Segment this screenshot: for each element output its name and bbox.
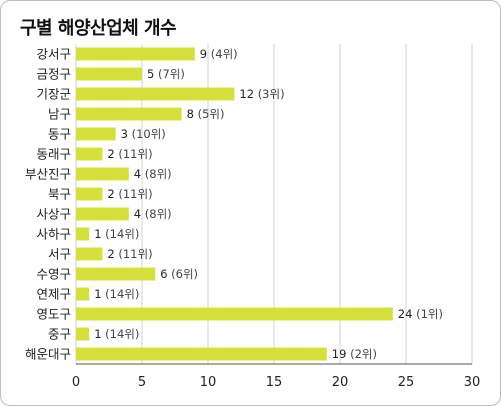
bar [76, 107, 182, 121]
category-label: 북구 [48, 187, 71, 202]
bar [76, 267, 156, 281]
bar [76, 147, 103, 161]
data-label: 5 (7위) [147, 67, 185, 81]
category-label: 중구 [48, 327, 71, 342]
data-label: 2 (11위) [107, 247, 152, 261]
data-label: 6 (6위) [160, 267, 198, 281]
bar [76, 127, 116, 141]
bar [76, 187, 103, 201]
category-label: 기장군 [36, 87, 71, 102]
x-tick-label: 10 [200, 375, 217, 390]
data-label: 9 (4위) [200, 47, 238, 61]
data-label: 1 (14위) [94, 287, 139, 301]
category-label: 남구 [48, 107, 71, 122]
category-label: 수영구 [36, 267, 71, 282]
chart-title: 구별 해양산업체 개수 [20, 18, 177, 39]
bar [76, 347, 327, 361]
data-label: 4 (8위) [134, 167, 172, 181]
bar [76, 307, 393, 321]
category-label: 동구 [48, 127, 71, 142]
x-tick-label: 20 [332, 375, 349, 390]
data-label: 1 (14위) [94, 227, 139, 241]
bar [76, 167, 129, 181]
category-label: 연제구 [36, 287, 71, 302]
category-label: 부산진구 [25, 167, 71, 182]
data-label: 4 (8위) [134, 207, 172, 221]
category-label: 금정구 [36, 67, 71, 82]
bar [76, 67, 142, 81]
data-label: 1 (14위) [94, 327, 139, 341]
x-tick-label: 5 [138, 375, 146, 390]
data-label: 2 (11위) [107, 147, 152, 161]
x-tick-label: 15 [266, 375, 283, 390]
bar [76, 287, 90, 301]
bar [76, 327, 90, 341]
category-label: 사하구 [36, 227, 71, 242]
bar [76, 47, 195, 61]
data-label: 2 (11위) [107, 187, 152, 201]
category-label: 해운대구 [25, 347, 71, 362]
category-label: 동래구 [36, 147, 71, 162]
category-label: 사상구 [36, 207, 71, 222]
data-label: 24 (1위) [398, 307, 443, 321]
bar [76, 247, 103, 261]
bar [76, 207, 129, 221]
data-label: 19 (2위) [332, 347, 377, 361]
x-tick-label: 0 [72, 375, 80, 390]
x-tick-label: 30 [464, 375, 481, 390]
data-label: 3 (10위) [121, 127, 166, 141]
bar [76, 227, 90, 241]
data-label: 8 (5위) [187, 107, 225, 121]
category-label: 서구 [48, 247, 71, 262]
bar [76, 87, 235, 101]
category-label: 강서구 [36, 47, 71, 62]
category-label: 영도구 [36, 307, 71, 322]
data-label: 12 (3위) [239, 87, 284, 101]
x-tick-label: 25 [398, 375, 415, 390]
